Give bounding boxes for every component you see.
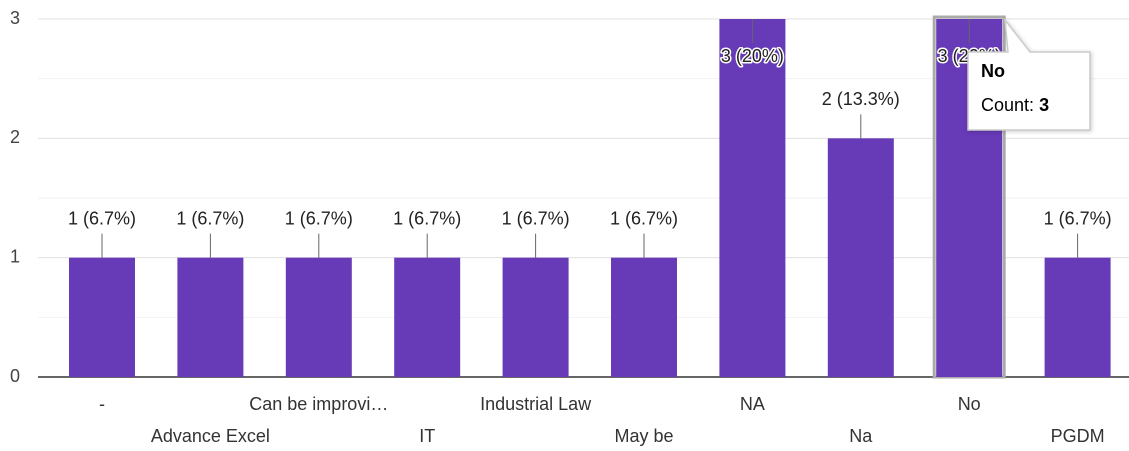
x-tick-label: Na	[849, 426, 873, 446]
bar	[394, 257, 461, 377]
x-tick-label: Can be improvi…	[249, 394, 388, 414]
tooltip-box	[967, 17, 1091, 131]
y-tick-label: 3	[10, 8, 20, 28]
tooltip-title: No	[981, 61, 1005, 81]
y-tick-label: 0	[10, 366, 20, 386]
value-label: 3 (20%)	[721, 46, 784, 66]
bar	[69, 257, 135, 377]
value-label: 1 (6.7%)	[176, 208, 244, 228]
y-tick-label: 2	[10, 127, 20, 147]
bar	[827, 138, 894, 377]
x-tick-label: PGDM	[1051, 426, 1105, 446]
y-tick-label: 1	[10, 246, 20, 266]
bar	[285, 257, 352, 377]
value-label: 2 (13.3%)	[822, 89, 900, 109]
x-tick-label: Advance Excel	[151, 426, 270, 446]
value-label: 1 (6.7%)	[68, 208, 136, 228]
tooltip-count-value: 3	[1039, 95, 1049, 115]
value-label: 1 (6.7%)	[610, 208, 678, 228]
x-tick-label: NA	[740, 394, 765, 414]
tooltip: No Count: 3	[967, 17, 1091, 131]
bar	[719, 19, 786, 377]
value-label: 1 (6.7%)	[1044, 208, 1112, 228]
x-tick-label: Industrial Law	[480, 394, 592, 414]
tooltip-count-label: Count:	[981, 95, 1034, 115]
bar	[502, 257, 569, 377]
value-label: 1 (6.7%)	[393, 208, 461, 228]
x-tick-label: IT	[419, 426, 435, 446]
bar	[177, 257, 244, 377]
x-tick-label: -	[99, 394, 105, 414]
value-label: 1 (6.7%)	[502, 208, 570, 228]
bar	[611, 257, 677, 377]
x-tick-label: No	[958, 394, 981, 414]
tooltip-count: Count: 3	[981, 95, 1049, 115]
x-tick-label: May be	[614, 426, 673, 446]
value-label: 1 (6.7%)	[285, 208, 353, 228]
bar	[1044, 257, 1111, 377]
